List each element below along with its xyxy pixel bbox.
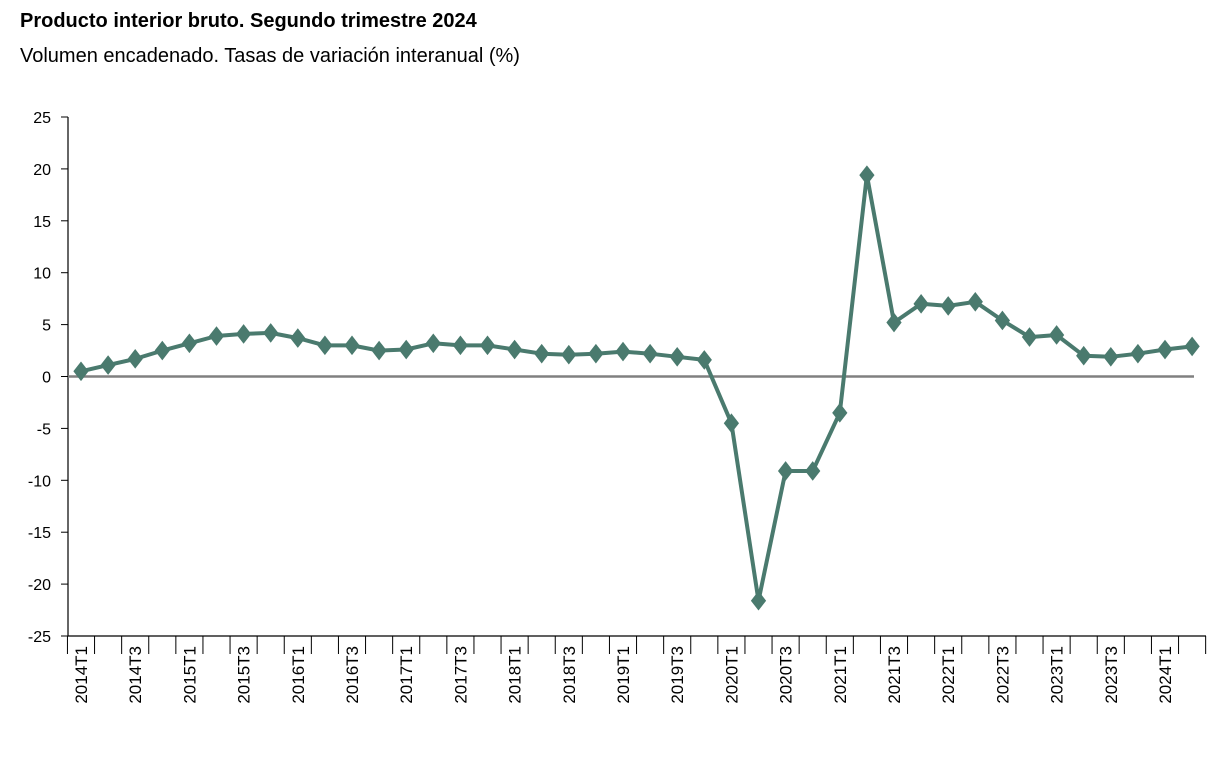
x-tick-label: 2020T1 <box>722 646 741 704</box>
data-point <box>1076 345 1092 366</box>
x-tick-label: 2024T1 <box>1156 646 1175 704</box>
y-tick-label: -15 <box>28 525 51 542</box>
data-point <box>344 335 360 356</box>
data-point <box>208 326 225 346</box>
x-tick-label: 2021T1 <box>831 646 850 704</box>
x-tick-label: 2021T3 <box>885 646 904 704</box>
y-tick-label: -10 <box>28 473 51 490</box>
y-tick-label: 10 <box>33 266 51 283</box>
x-tick-label: 2014T1 <box>72 646 91 704</box>
x-tick-label: 2022T3 <box>993 646 1012 704</box>
data-point <box>777 461 794 481</box>
x-tick-label: 2015T1 <box>180 646 199 704</box>
data-point <box>805 461 821 481</box>
data-point <box>1157 339 1173 360</box>
x-tick-label: 2023T3 <box>1102 646 1121 704</box>
data-point <box>940 296 956 316</box>
x-tick-label: 2023T1 <box>1048 646 1067 704</box>
x-tick-label: 2018T3 <box>560 646 579 704</box>
x-tick-label: 2015T3 <box>235 646 254 704</box>
y-tick-label: 5 <box>42 318 51 335</box>
chart-title: Producto interior bruto. Segundo trimest… <box>20 10 477 32</box>
series-group <box>73 165 1200 611</box>
y-tick-label: 20 <box>33 162 51 179</box>
data-point <box>615 341 631 362</box>
data-point <box>696 350 712 370</box>
data-point <box>127 349 143 369</box>
data-point <box>669 346 685 367</box>
y-tick-label: 15 <box>33 214 51 231</box>
data-point <box>588 343 604 364</box>
data-point <box>886 312 902 333</box>
data-point <box>181 333 198 354</box>
data-point <box>263 323 279 343</box>
data-point <box>723 413 740 434</box>
data-point <box>994 310 1011 331</box>
x-tick-label: 2020T3 <box>777 646 796 704</box>
chart-subtitle: Volumen encadenado. Tasas de variación i… <box>20 45 520 67</box>
data-point <box>1048 325 1065 345</box>
data-point <box>290 328 306 348</box>
data-point <box>73 361 89 382</box>
y-axis: 25 20 15 10 5 0 -5 -10 -15 -20 -25 <box>28 110 69 646</box>
data-point <box>642 343 658 364</box>
x-axis: 2014T1 2014T3 2015T1 2015T3 2016T1 2016T3 2017… <box>66 635 1207 704</box>
x-tick-label: 2019T3 <box>668 646 687 704</box>
data-point <box>561 344 577 365</box>
data-point <box>452 335 469 356</box>
data-point <box>235 324 252 344</box>
data-point <box>832 403 848 423</box>
y-tick-label: -5 <box>37 421 51 438</box>
data-point <box>1184 336 1200 357</box>
series-line <box>79 173 1195 603</box>
x-tick-label: 2019T1 <box>614 646 633 704</box>
data-point <box>534 343 550 364</box>
x-tick-label: 2016T3 <box>343 646 362 704</box>
data-point <box>1130 343 1146 364</box>
data-point <box>506 339 523 360</box>
data-point <box>859 165 875 185</box>
x-tick-label: 2014T3 <box>126 646 145 704</box>
data-point <box>750 590 767 611</box>
data-point <box>398 339 414 360</box>
data-point <box>1103 346 1119 367</box>
x-tick-label: 2017T1 <box>397 646 416 704</box>
data-point <box>100 355 116 375</box>
data-point <box>967 291 983 312</box>
x-tick-label: 2018T1 <box>506 646 525 704</box>
x-tick-label: 2022T1 <box>939 646 958 704</box>
x-tick-label: 2017T3 <box>451 646 470 704</box>
x-tick-label: 2016T1 <box>289 646 308 704</box>
y-tick-label: -25 <box>28 629 51 646</box>
data-point <box>425 333 441 354</box>
data-point <box>371 340 387 361</box>
data-point <box>154 340 170 361</box>
y-tick-label: 0 <box>42 370 51 387</box>
data-point <box>317 335 333 356</box>
data-point <box>913 294 929 314</box>
y-tick-label: 25 <box>33 110 51 127</box>
data-point <box>1021 327 1038 347</box>
data-point <box>479 335 496 356</box>
y-tick-label: -20 <box>28 577 51 594</box>
